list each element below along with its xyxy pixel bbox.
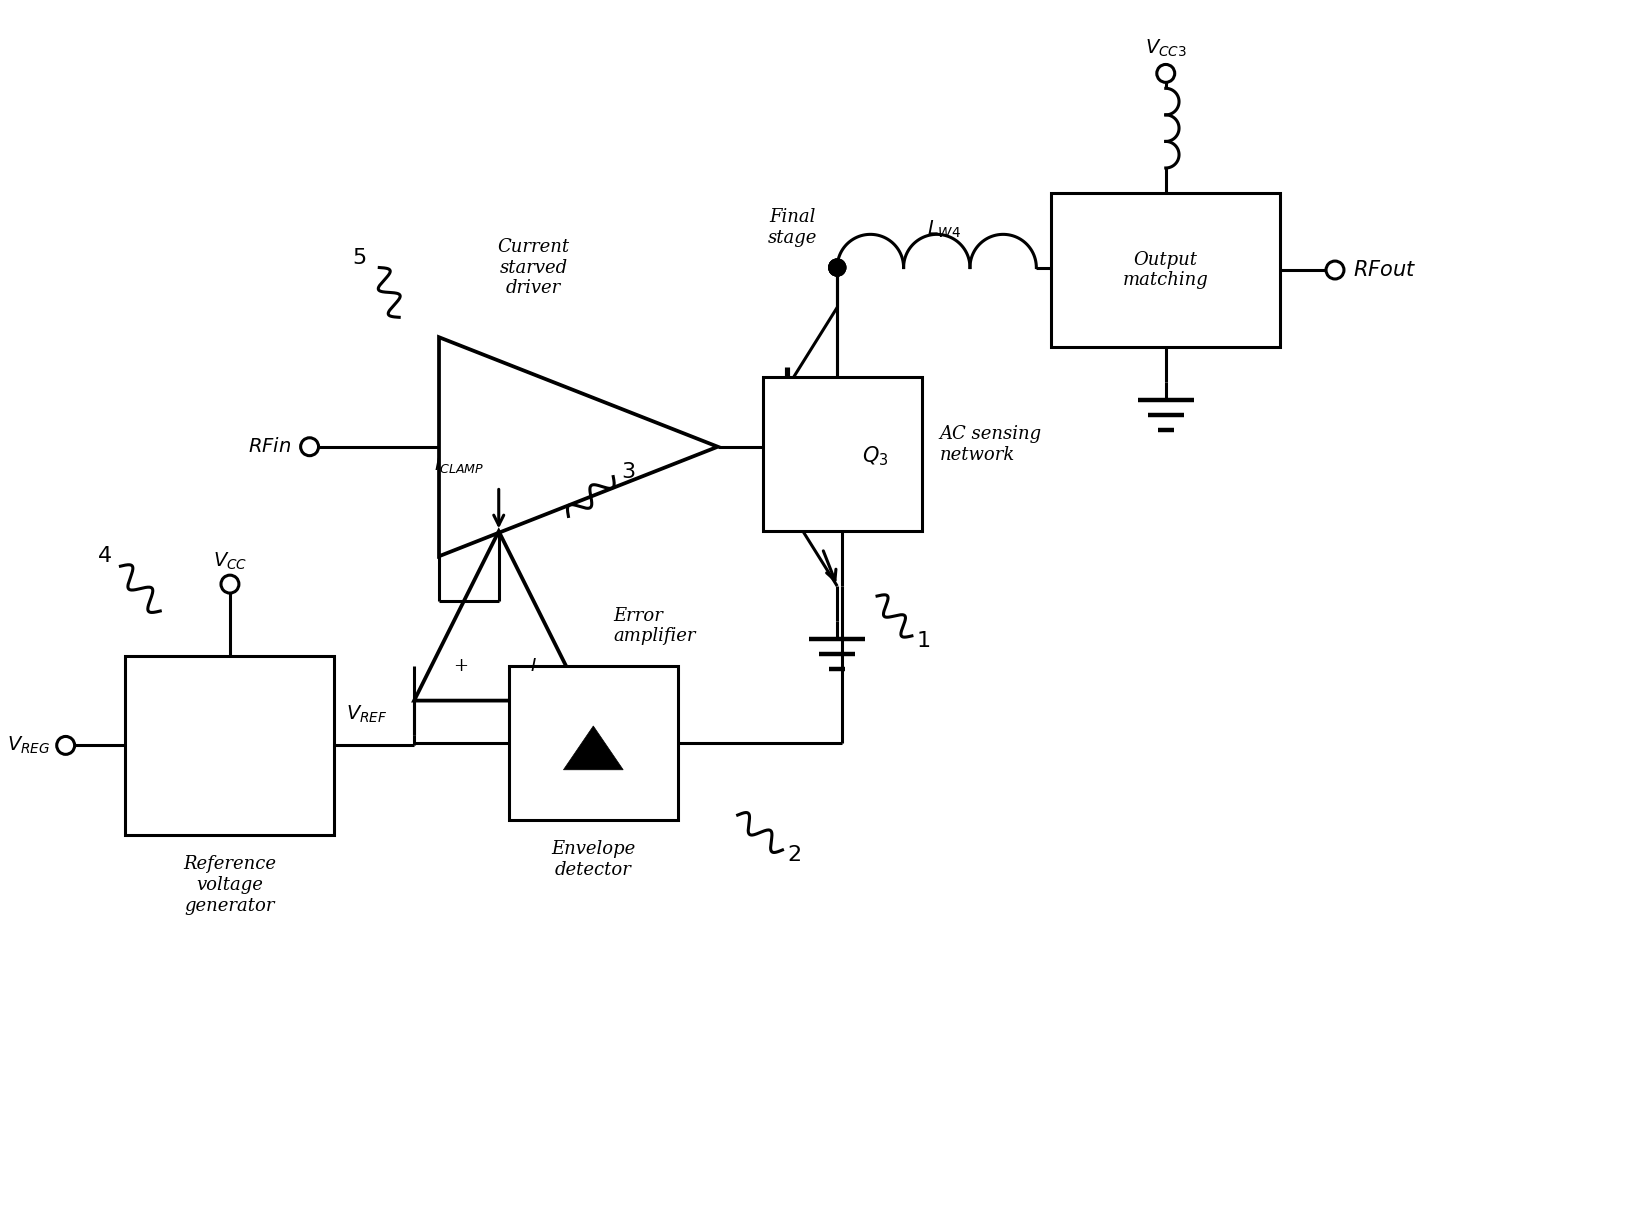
Text: $RFout$: $RFout$ <box>1353 260 1416 280</box>
Text: $V_{REG}$: $V_{REG}$ <box>8 735 51 756</box>
Text: 4: 4 <box>99 546 112 567</box>
Bar <box>763 377 921 531</box>
Text: $RFin$: $RFin$ <box>249 437 292 457</box>
Text: 5: 5 <box>353 248 366 267</box>
Text: $\mathit{I}$: $\mathit{I}$ <box>531 657 537 675</box>
Text: $V_{CC}$: $V_{CC}$ <box>213 551 247 571</box>
Circle shape <box>829 259 845 276</box>
Circle shape <box>221 575 239 593</box>
Bar <box>125 656 335 835</box>
Text: Final
stage: Final stage <box>768 209 817 247</box>
Text: AC sensing
network: AC sensing network <box>939 425 1042 464</box>
Text: Envelope
detector: Envelope detector <box>550 840 636 879</box>
Bar <box>1051 193 1280 347</box>
Text: +: + <box>453 657 468 675</box>
Circle shape <box>829 259 845 276</box>
Circle shape <box>1157 65 1175 82</box>
Text: $V_{CC3}$: $V_{CC3}$ <box>1145 38 1187 59</box>
Text: Error
amplifier: Error amplifier <box>613 607 695 646</box>
Text: 1: 1 <box>916 631 931 651</box>
Text: $I_{CLAMP}$: $I_{CLAMP}$ <box>433 454 485 475</box>
Text: 2: 2 <box>788 845 801 864</box>
Polygon shape <box>564 726 623 769</box>
Text: Output
matching: Output matching <box>1122 250 1208 289</box>
Circle shape <box>300 438 318 455</box>
Bar <box>509 665 677 821</box>
Text: $L_{W4}$: $L_{W4}$ <box>928 219 961 241</box>
Circle shape <box>829 259 845 276</box>
Text: Reference
voltage
generator: Reference voltage generator <box>183 855 277 915</box>
Circle shape <box>56 736 74 755</box>
Text: 3: 3 <box>621 462 636 481</box>
Text: $V_{REF}$: $V_{REF}$ <box>346 705 387 725</box>
Text: Current
starved
driver: Current starved driver <box>498 238 570 298</box>
Text: $Q_3$: $Q_3$ <box>862 444 888 469</box>
Circle shape <box>1327 261 1345 278</box>
